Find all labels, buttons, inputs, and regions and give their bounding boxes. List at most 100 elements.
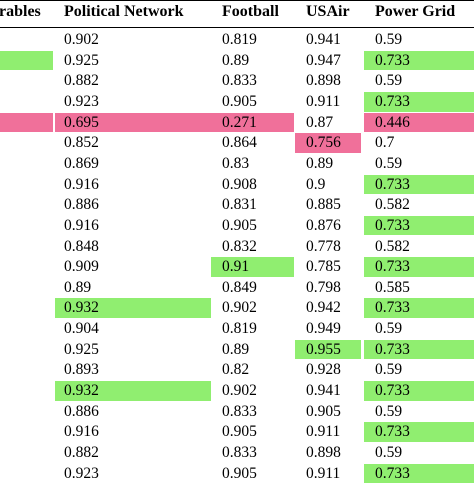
table-row: 0.904 0.819 0.949 0.59 <box>0 319 474 340</box>
usair-cell: 0.941 <box>306 31 341 48</box>
power-grid-cell: 0.733 <box>375 51 410 69</box>
table-row: 0.848 0.832 0.778 0.582 <box>0 237 474 258</box>
football-cell: 0.831 <box>222 196 257 214</box>
header-row: rables Political Network Football USAir … <box>0 2 474 24</box>
power-grid-cell: 0.585 <box>375 278 410 296</box>
power-grid-cell: 0.446 <box>375 113 410 131</box>
political-network-cell: 0.852 <box>64 134 99 152</box>
highlight-block <box>364 381 474 401</box>
table-row: 0.893 0.82 0.928 0.59 <box>0 360 474 381</box>
table-row: 0.882 0.833 0.898 0.59 <box>0 71 474 92</box>
usair-cell: 0.898 <box>306 444 341 461</box>
political-network-cell: 0.932 <box>64 382 99 400</box>
usair-cell: 0.9 <box>306 175 326 193</box>
political-network-cell: 0.882 <box>64 72 99 90</box>
football-cell: 0.864 <box>222 134 257 152</box>
power-grid-cell: 0.59 <box>375 31 403 48</box>
table-row: 0.886 0.831 0.885 0.582 <box>0 195 474 216</box>
usair-cell: 0.942 <box>306 299 341 317</box>
usair-cell: 0.785 <box>306 258 341 276</box>
highlight-block <box>211 257 294 277</box>
political-network-cell: 0.695 <box>64 113 99 131</box>
table-row: 0.882 0.833 0.898 0.59 <box>0 443 474 464</box>
highlight-block <box>0 50 53 71</box>
football-cell: 0.833 <box>222 444 257 461</box>
highlight-block <box>55 298 211 319</box>
highlight-block <box>364 91 474 112</box>
usair-cell: 0.911 <box>306 92 341 110</box>
power-grid-cell: 0.59 <box>375 320 403 338</box>
highlight-block <box>364 215 474 236</box>
usair-cell: 0.778 <box>306 237 341 255</box>
power-grid-cell: 0.59 <box>375 402 403 420</box>
highlight-block <box>364 112 474 133</box>
highlight-block <box>364 422 474 442</box>
political-network-cell: 0.893 <box>64 361 99 379</box>
table-row: 0.923 0.905 0.911 0.733 <box>0 91 474 113</box>
table-row: 0.925 0.89 0.947 0.733 <box>0 50 474 72</box>
usair-cell: 0.949 <box>306 320 341 338</box>
power-grid-cell: 0.59 <box>375 154 403 172</box>
political-network-cell: 0.886 <box>64 402 99 420</box>
highlight-block <box>364 257 474 277</box>
football-cell: 0.832 <box>222 237 257 255</box>
highlight-block <box>55 381 211 401</box>
highlight-block <box>0 112 53 133</box>
header-football: Football <box>222 3 279 20</box>
football-cell: 0.849 <box>222 278 257 296</box>
football-cell: 0.89 <box>222 340 250 358</box>
political-network-cell: 0.916 <box>64 216 99 234</box>
highlight-block <box>295 339 361 360</box>
table-row: 0.916 0.905 0.911 0.733 <box>0 422 474 443</box>
football-cell: 0.833 <box>222 402 257 420</box>
power-grid-cell: 0.582 <box>375 237 410 255</box>
political-network-cell: 0.882 <box>64 444 99 461</box>
highlight-block <box>295 133 361 153</box>
header-rule <box>0 27 474 28</box>
power-grid-cell: 0.59 <box>375 361 403 379</box>
usair-cell: 0.941 <box>306 382 341 400</box>
power-grid-cell: 0.733 <box>375 423 410 441</box>
highlight-block <box>364 50 474 71</box>
political-network-cell: 0.909 <box>64 258 99 276</box>
football-cell: 0.908 <box>222 175 257 193</box>
football-cell: 0.819 <box>222 31 257 48</box>
table-row: 0.695 0.271 0.87 0.446 <box>0 112 474 134</box>
usair-cell: 0.911 <box>306 423 341 441</box>
political-network-cell: 0.925 <box>64 51 99 69</box>
football-cell: 0.905 <box>222 216 257 234</box>
table-row: 0.869 0.83 0.89 0.59 <box>0 154 474 175</box>
football-cell: 0.819 <box>222 320 257 338</box>
table-row: 0.909 0.91 0.785 0.733 <box>0 257 474 278</box>
power-grid-cell: 0.733 <box>375 216 410 234</box>
political-network-cell: 0.932 <box>64 299 99 317</box>
political-network-cell: 0.89 <box>64 278 92 296</box>
table-row: 0.852 0.864 0.756 0.7 <box>0 133 474 154</box>
political-network-cell: 0.916 <box>64 175 99 193</box>
table-row: 0.916 0.905 0.876 0.733 <box>0 215 474 237</box>
power-grid-cell: 0.733 <box>375 175 410 193</box>
political-network-cell: 0.904 <box>64 320 99 338</box>
football-cell: 0.83 <box>222 154 250 172</box>
usair-cell: 0.928 <box>306 361 341 379</box>
usair-cell: 0.955 <box>306 340 341 358</box>
power-grid-cell: 0.59 <box>375 444 403 461</box>
power-grid-cell: 0.7 <box>375 134 395 152</box>
header-variables: rables <box>0 3 41 20</box>
usair-cell: 0.756 <box>306 134 341 152</box>
table-row: 0.886 0.833 0.905 0.59 <box>0 402 474 423</box>
highlight-block <box>364 339 474 360</box>
table-row: 0.916 0.908 0.9 0.733 <box>0 174 474 196</box>
table-row: 0.932 0.902 0.942 0.733 <box>0 298 474 319</box>
highlight-block <box>55 112 211 133</box>
usair-cell: 0.885 <box>306 196 341 214</box>
header-usair: USAir <box>306 3 350 20</box>
power-grid-cell: 0.733 <box>375 258 410 276</box>
usair-cell: 0.898 <box>306 72 341 90</box>
highlight-block <box>364 298 474 319</box>
football-cell: 0.833 <box>222 72 257 90</box>
football-cell: 0.89 <box>222 51 250 69</box>
football-cell: 0.82 <box>222 361 250 379</box>
header-power-grid: Power Grid <box>375 3 456 20</box>
